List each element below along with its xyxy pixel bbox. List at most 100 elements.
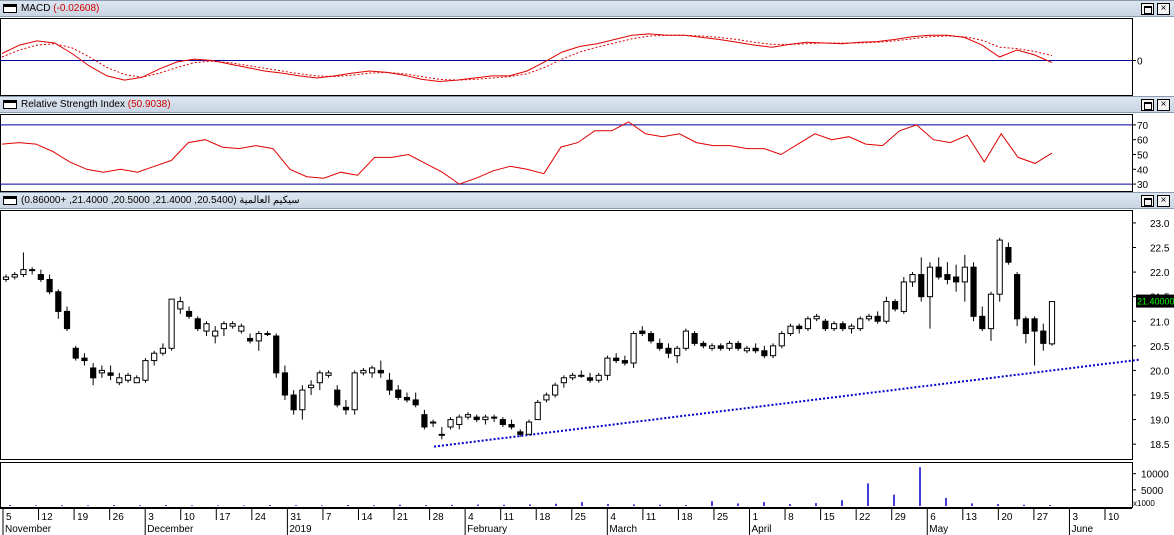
candle — [185, 306, 193, 319]
support-trendline — [433, 358, 1141, 448]
candle-body — [525, 421, 533, 435]
candle — [1014, 272, 1021, 327]
candle — [264, 331, 271, 336]
day-tick-label: 28 — [433, 512, 445, 523]
candle — [360, 367, 367, 376]
maximize-icon[interactable] — [1141, 3, 1154, 15]
day-tick-label: 18 — [681, 512, 693, 523]
rsi-axis-tick-label: 50 — [1137, 150, 1149, 161]
month-label: May — [929, 524, 948, 535]
candle-body — [517, 431, 524, 435]
candle — [403, 392, 411, 403]
close-icon[interactable]: × — [1157, 195, 1170, 207]
plot-frame — [0, 210, 1133, 460]
month-label: November — [5, 524, 52, 535]
candle — [613, 353, 620, 364]
macd-title-text: MACD — [21, 3, 51, 14]
candle — [604, 355, 611, 381]
candle-body — [1005, 247, 1012, 263]
candle-body — [194, 318, 201, 330]
macd-line — [1, 33, 1053, 83]
candle-body — [569, 374, 576, 379]
candle — [316, 370, 323, 391]
candle — [482, 414, 489, 425]
candle — [1005, 242, 1012, 265]
candle — [1031, 316, 1038, 366]
candle-body — [142, 360, 149, 381]
candle — [37, 269, 44, 282]
candle — [369, 365, 376, 378]
pane-menu-icon[interactable] — [3, 4, 17, 13]
candle — [220, 321, 228, 336]
candle-body — [865, 315, 873, 320]
day-tick-label: 15 — [824, 512, 836, 523]
candle — [787, 323, 794, 336]
close-icon[interactable]: × — [1157, 3, 1170, 15]
month-label: December — [147, 524, 194, 535]
candle-body — [909, 274, 916, 283]
rsi-axis-tick-label: 70 — [1137, 121, 1149, 132]
candle — [203, 321, 210, 336]
candle — [900, 277, 907, 314]
macd-signal-line — [1, 34, 1053, 81]
candle-body — [822, 320, 829, 330]
candle-body — [769, 345, 777, 357]
candle — [595, 372, 602, 383]
candle-body — [177, 301, 184, 310]
day-tick-label: 20 — [1001, 512, 1013, 523]
candle-body — [299, 389, 306, 411]
candle-body — [578, 374, 585, 377]
candle-body — [726, 342, 733, 349]
pane-menu-icon[interactable] — [3, 196, 17, 205]
month-label: April — [752, 524, 772, 535]
candle-body — [630, 333, 637, 364]
candle-body — [63, 310, 71, 330]
candle — [708, 343, 716, 351]
candle-body — [473, 416, 480, 421]
price-axis-tick-label: 19.0 — [1150, 416, 1170, 427]
candle-body — [464, 414, 472, 418]
candle-body — [438, 433, 445, 436]
candle — [778, 331, 785, 349]
candle-body — [796, 325, 803, 330]
candle — [761, 345, 768, 359]
candle — [72, 345, 79, 361]
close-icon[interactable]: × — [1157, 99, 1170, 111]
price-title-text: سيكيم العالمية — [239, 195, 300, 206]
candle-body — [595, 374, 602, 381]
candle-body — [953, 276, 960, 283]
candle-body — [20, 269, 27, 276]
rsi-axis-tick-label: 30 — [1137, 180, 1149, 191]
candle-body — [360, 369, 367, 374]
candle — [377, 360, 384, 378]
candle — [438, 426, 445, 440]
candle — [961, 254, 968, 302]
candle-body — [1040, 330, 1047, 344]
candle — [499, 417, 506, 427]
candle-body — [133, 377, 140, 384]
candle-body — [430, 421, 437, 424]
candle — [491, 414, 498, 423]
candle-body — [107, 372, 114, 376]
pane-menu-icon[interactable] — [3, 100, 17, 109]
candle — [194, 316, 201, 332]
day-tick-label: 18 — [539, 512, 551, 523]
candle-body — [81, 357, 88, 362]
day-tick-label: 27 — [1037, 512, 1049, 523]
candle-body — [290, 394, 297, 411]
candle — [412, 392, 419, 408]
candle — [20, 252, 27, 277]
day-tick-label: 3 — [1072, 512, 1078, 523]
maximize-icon[interactable] — [1141, 195, 1154, 207]
volume-unit-label: x1000 — [1133, 499, 1155, 508]
candle — [1022, 316, 1029, 344]
candle-body — [281, 372, 289, 396]
candle-body — [229, 323, 236, 327]
candle — [926, 262, 934, 329]
candle-body — [892, 301, 899, 310]
candle — [674, 345, 681, 364]
candle-body — [491, 416, 498, 419]
candle — [508, 419, 515, 430]
candle — [142, 358, 149, 383]
maximize-icon[interactable] — [1141, 99, 1154, 111]
